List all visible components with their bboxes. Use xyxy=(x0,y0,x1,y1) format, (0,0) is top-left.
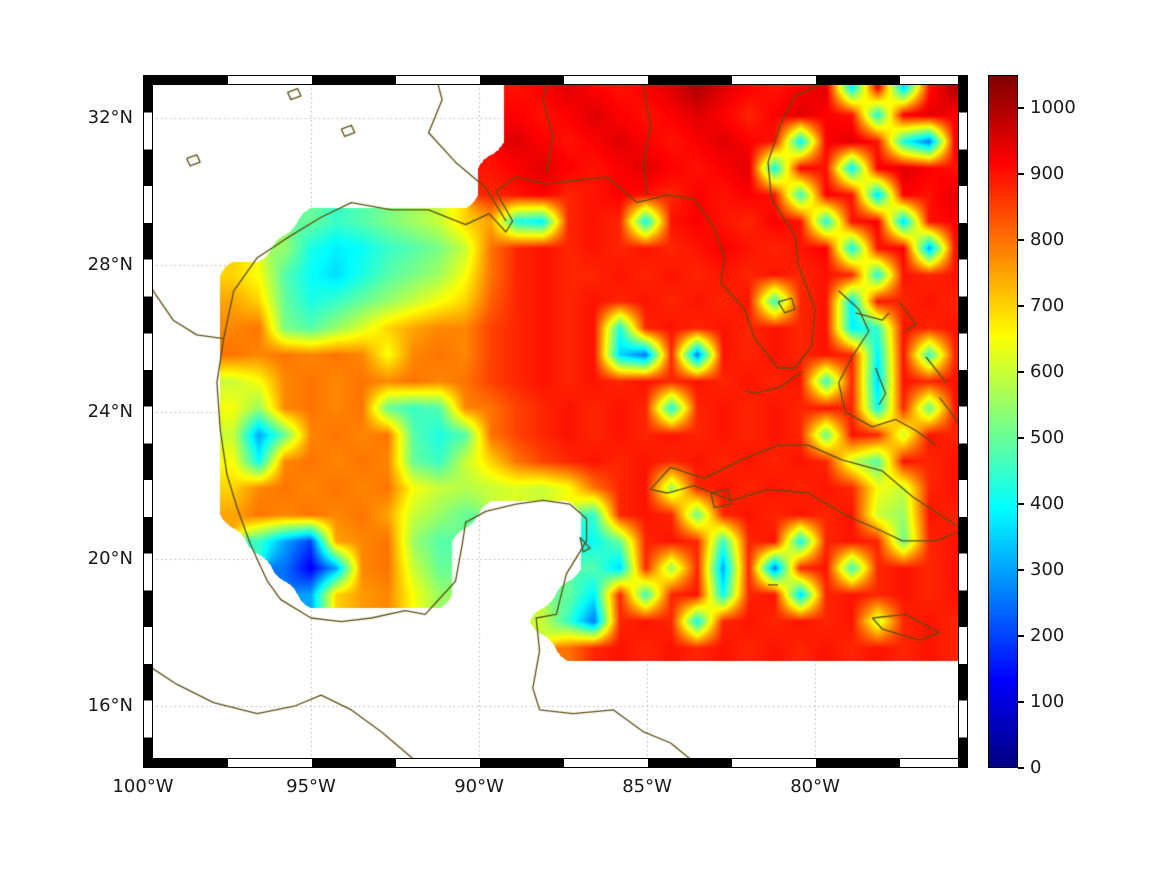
x-tick-label: 95°W xyxy=(286,776,336,797)
y-tick-label: 16°N xyxy=(87,695,133,717)
colorbar-tick-label: 100 xyxy=(1030,691,1065,712)
colorbar-tick-mark xyxy=(1018,107,1024,109)
colorbar-canvas xyxy=(989,76,1017,767)
colorbar-tick-label: 900 xyxy=(1030,163,1065,184)
colorbar-tick-mark xyxy=(1018,371,1024,373)
y-tick-label: 20°N xyxy=(87,548,133,570)
map-frame-left xyxy=(143,75,153,768)
colorbar-tick-label: 700 xyxy=(1030,295,1065,316)
colorbar-tick-label: 500 xyxy=(1030,427,1065,448)
colorbar-tick-mark xyxy=(1018,503,1024,505)
colorbar-tick-label: 800 xyxy=(1030,229,1065,250)
x-tick-label: 85°W xyxy=(622,776,672,797)
colorbar-tick-mark xyxy=(1018,173,1024,175)
map-canvas xyxy=(143,75,968,768)
colorbar-tick-label: 1000 xyxy=(1030,97,1076,118)
x-tick-label: 80°W xyxy=(790,776,840,797)
colorbar-tick-label: 300 xyxy=(1030,559,1065,580)
colorbar-tick-label: 400 xyxy=(1030,493,1065,514)
map-plot-area xyxy=(143,75,968,768)
colorbar-tick-mark xyxy=(1018,305,1024,307)
colorbar-tick-label: 0 xyxy=(1030,757,1042,778)
colorbar xyxy=(988,75,1018,768)
colorbar-tick-label: 600 xyxy=(1030,361,1065,382)
map-frame-right xyxy=(958,75,968,768)
x-tick-label: 100°W xyxy=(112,776,174,797)
y-tick-label: 28°N xyxy=(87,254,133,276)
colorbar-tick-mark xyxy=(1018,635,1024,637)
colorbar-tick-mark xyxy=(1018,767,1024,769)
map-frame-bottom xyxy=(143,758,968,768)
colorbar-tick-mark xyxy=(1018,701,1024,703)
y-tick-label: 24°N xyxy=(87,401,133,423)
colorbar-tick-label: 200 xyxy=(1030,625,1065,646)
y-tick-label: 32°N xyxy=(87,107,133,128)
colorbar-tick-mark xyxy=(1018,239,1024,241)
colorbar-tick-mark xyxy=(1018,437,1024,439)
x-tick-label: 90°W xyxy=(454,776,504,797)
colorbar-tick-mark xyxy=(1018,569,1024,571)
map-frame-top xyxy=(143,75,968,85)
